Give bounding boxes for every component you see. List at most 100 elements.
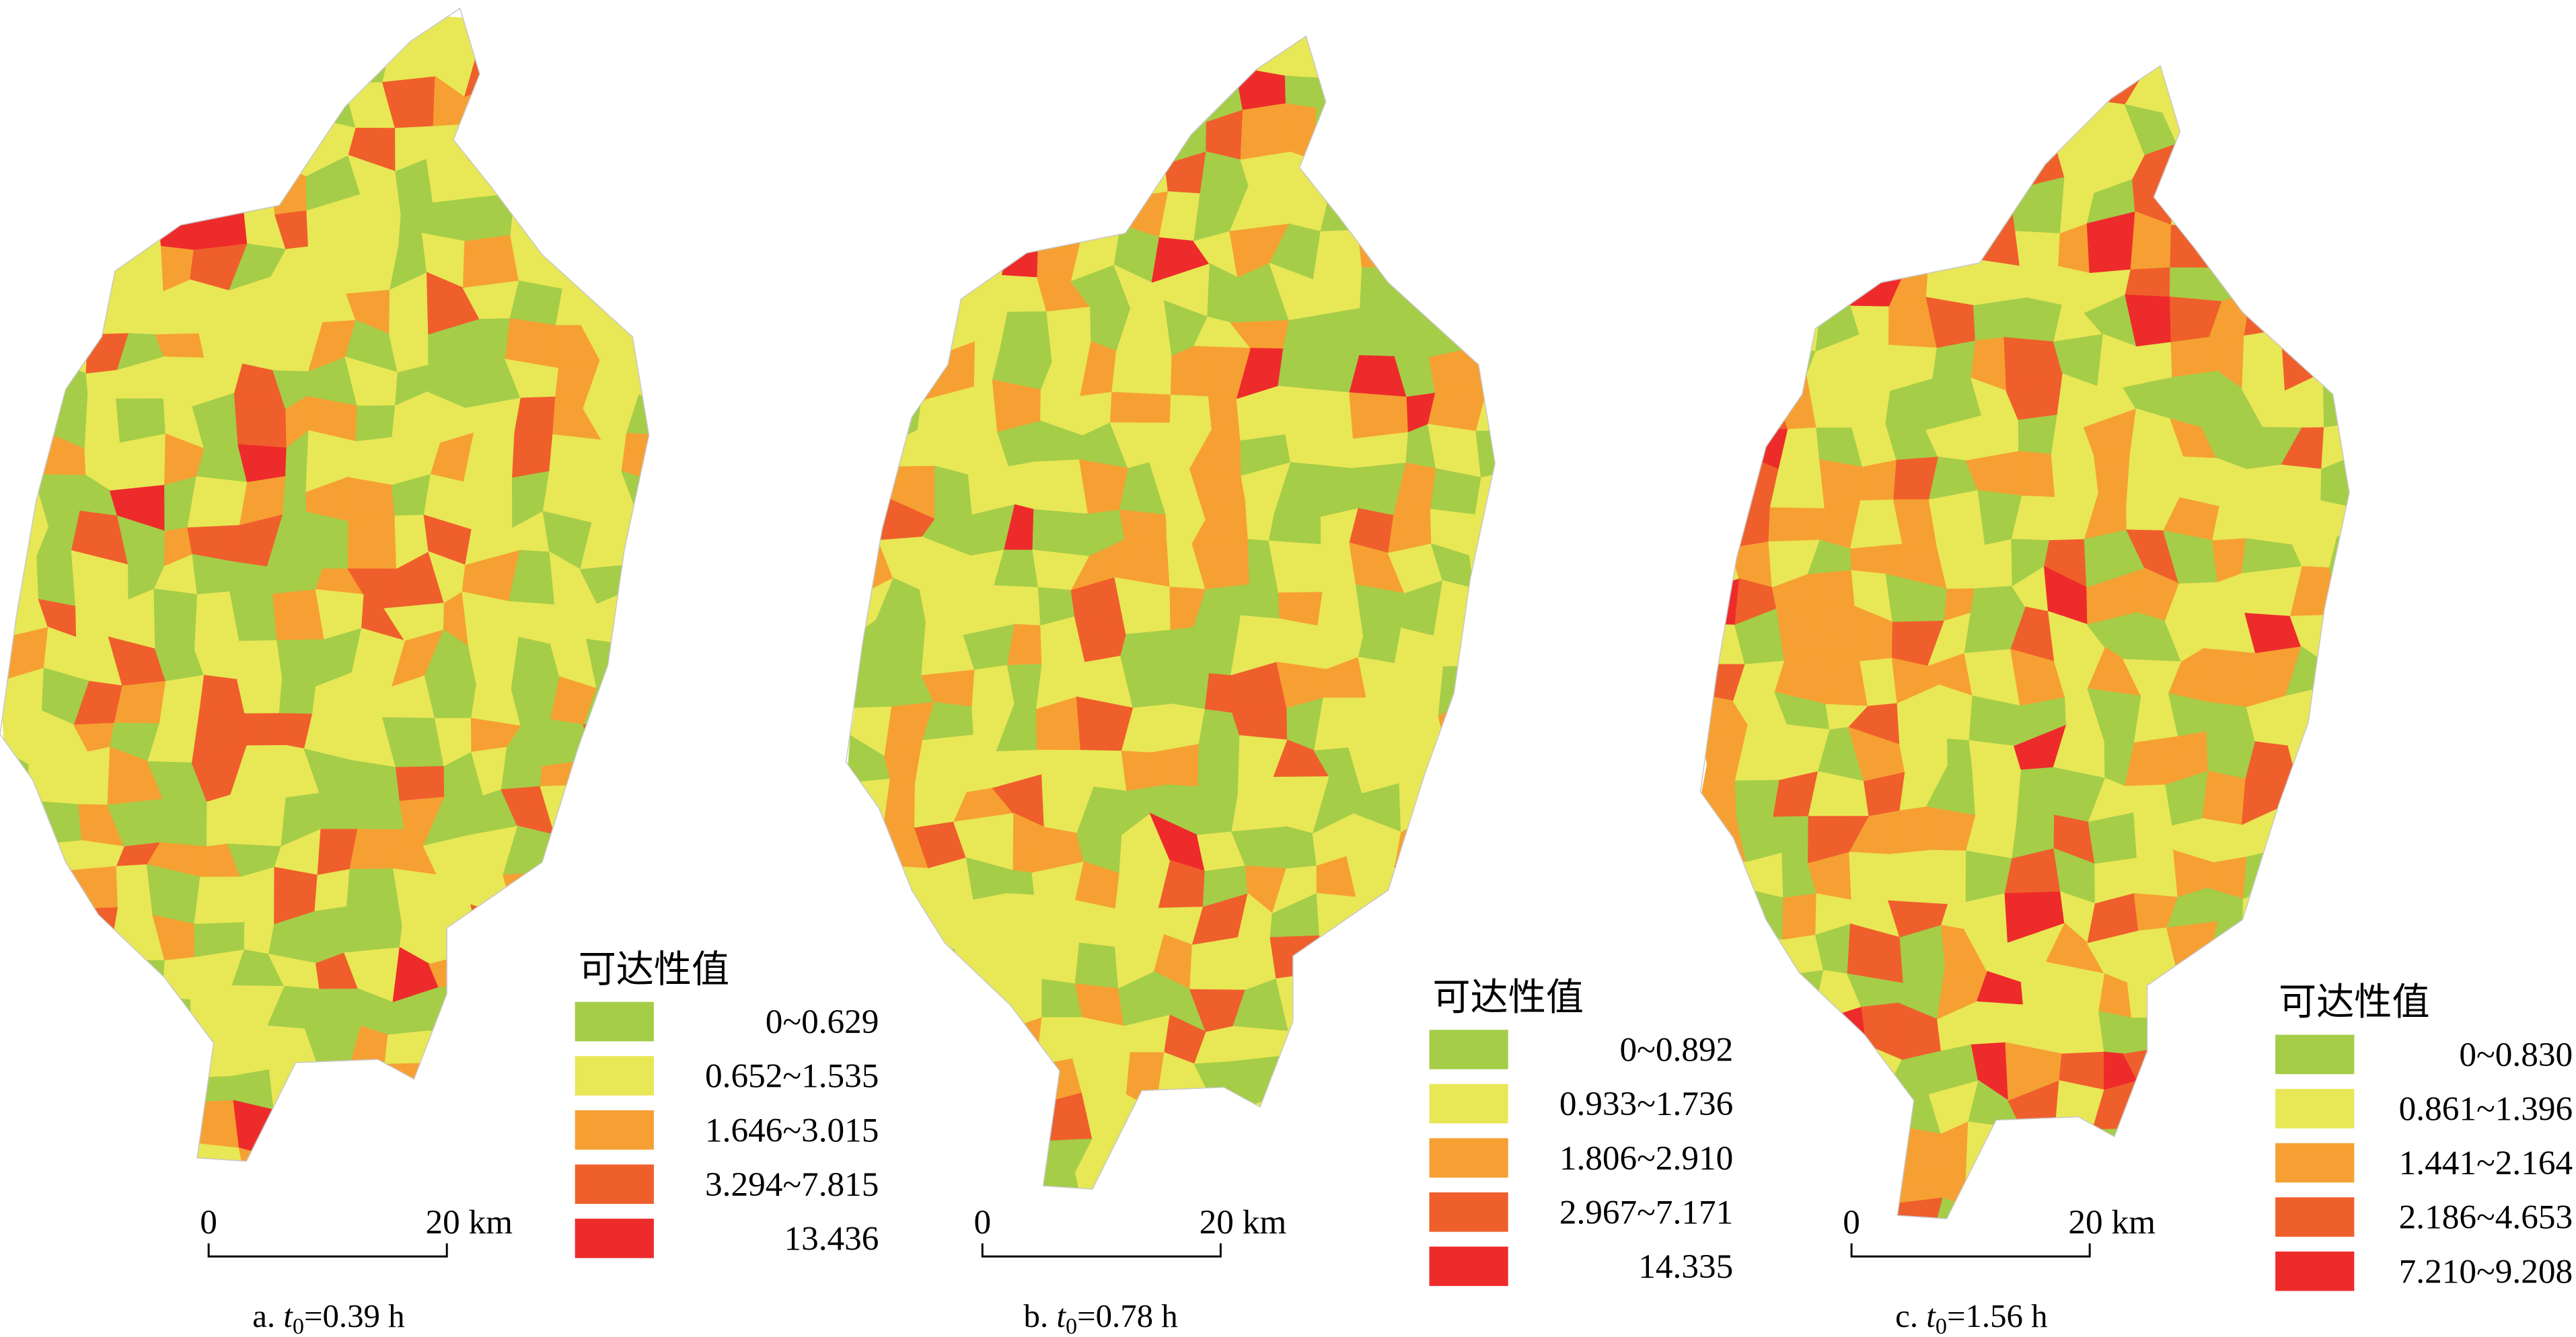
map-region: [1430, 468, 1483, 516]
map-region: [1037, 190, 1083, 243]
map-region: [1782, 893, 1818, 942]
legend-swatch: [2275, 1251, 2355, 1291]
map-region: [2205, 1244, 2256, 1294]
map-region: [0, 1100, 51, 1161]
map-region: [1517, 358, 1561, 395]
map-region: [1730, 1040, 1789, 1101]
map-region: [846, 894, 897, 954]
map-region: [1311, 1063, 1366, 1105]
map-region: [1508, 233, 1562, 276]
map-region: [619, 195, 649, 243]
map-region: [393, 868, 445, 927]
map-region: [2207, 964, 2262, 1024]
map-region: [304, 83, 357, 130]
map-region: [2217, 1126, 2265, 1159]
map-region: [2176, 964, 2225, 1019]
map-region: [1808, 1120, 1865, 1175]
map-region: [1109, 391, 1172, 424]
map-region: [672, 524, 710, 571]
map-region: [2168, 1003, 2225, 1053]
map-region: [2370, 529, 2421, 584]
map-region: [1890, 222, 1931, 271]
map-region: [430, 1149, 484, 1161]
map-region: [1154, 1091, 1210, 1143]
map-region: [1514, 1172, 1563, 1213]
map-region: [1965, 65, 2028, 106]
map-region: [1784, 1168, 1827, 1205]
map-region: [2019, 104, 2057, 143]
map-region: [196, 9, 229, 47]
map-region: [632, 563, 649, 609]
map-region: [584, 749, 640, 792]
map-region: [1434, 894, 1485, 948]
map-region: [1085, 106, 1124, 155]
map-region: [1785, 1040, 1818, 1102]
scale-start: 0: [1843, 1203, 1860, 1242]
map-region: [2255, 137, 2298, 186]
map-region: [2320, 816, 2350, 857]
map-region: [2242, 66, 2294, 115]
map-region: [2284, 845, 2329, 894]
map-region: [1965, 1121, 2027, 1179]
map-region: [1925, 251, 1976, 307]
map-region: [1849, 1084, 1892, 1126]
map-region: [850, 145, 895, 196]
map-region: [920, 151, 971, 203]
scale-start: 0: [200, 1203, 217, 1242]
caption-prefix: a.: [252, 1297, 275, 1334]
map-region: [1150, 1218, 1201, 1256]
map-region: [1773, 143, 1830, 186]
caption-subscript: 0: [1066, 1314, 1077, 1337]
map-region: [518, 44, 556, 93]
map-region: [1434, 38, 1489, 81]
map-region: [1783, 970, 1825, 1024]
map-region: [972, 72, 1006, 111]
scale-end: 20 km: [1200, 1203, 1287, 1242]
map-region: [2137, 1080, 2182, 1133]
map-region: [151, 1182, 195, 1242]
map-region: [542, 719, 597, 768]
map-region: [388, 1104, 442, 1155]
map-region: [192, 553, 231, 596]
map-region: [264, 8, 314, 56]
map-region: [2280, 294, 2330, 332]
map-region: [1510, 660, 1561, 713]
map-region: [38, 1144, 83, 1161]
map-region: [2208, 1157, 2265, 1199]
map-region: [1817, 110, 1855, 154]
map-region: [581, 14, 632, 50]
map-region: [42, 946, 90, 1003]
map-region: [122, 1102, 163, 1159]
map-region: [1769, 256, 1823, 307]
map-region: [1506, 431, 1552, 479]
map-region: [1965, 98, 2026, 143]
map-region: [635, 318, 649, 362]
map-region: [1730, 65, 1784, 118]
map-region: [846, 261, 888, 322]
map-region: [277, 1151, 324, 1161]
map-region: [1346, 855, 1411, 904]
map-region: [2217, 572, 2246, 622]
map-region: [1928, 490, 1987, 549]
map-region: [426, 1063, 485, 1122]
map-region: [621, 646, 649, 685]
map-region: [620, 47, 649, 93]
map-region: [1119, 509, 1168, 541]
map-region: [1481, 157, 1496, 192]
map-region: [2174, 133, 2223, 179]
map-region: [187, 1075, 235, 1104]
legend-swatch: [1429, 1030, 1508, 1069]
map-region: [195, 116, 248, 166]
map-region: [2201, 96, 2258, 139]
map-region: [1890, 106, 1947, 154]
map-region: [1469, 736, 1496, 786]
map-region: [112, 1156, 155, 1161]
map-region: [1071, 36, 1119, 75]
map-region: [236, 677, 284, 715]
map-region: [1391, 190, 1440, 245]
map-region: [952, 274, 1009, 319]
map-region: [1466, 109, 1496, 159]
map-region: [1700, 147, 1752, 187]
map-region: [552, 41, 596, 93]
map-region: [305, 41, 351, 93]
